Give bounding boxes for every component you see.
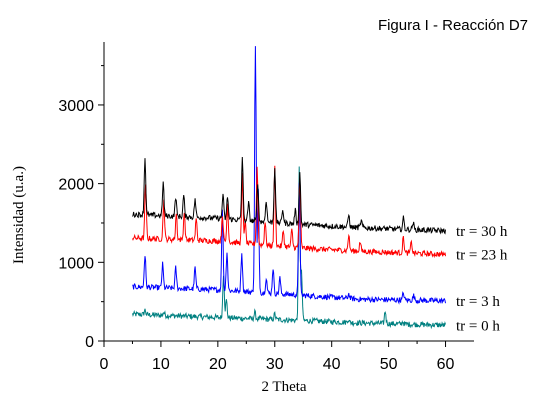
x-tick-label: 30 [266,356,284,373]
series-line-3 [132,156,446,235]
x-axis-label: 2 Theta [261,379,306,395]
series-label-3: tr = 30 h [456,224,508,240]
x-tick-label: 10 [152,356,170,373]
axes-layer: 0 10 20 30 40 50 60 0 1000 2000 3000 [58,42,474,373]
y-axis-label: Intensidad (u.a.) [11,166,27,264]
x-tick-label: 0 [100,356,109,373]
series-layer [132,46,446,330]
series-labels: tr = 0 h tr = 3 h tr = 23 h tr = 30 h [456,224,508,334]
y-tick-label: 2000 [58,177,94,194]
x-tick-label: 50 [380,356,398,373]
x-tick-label: 60 [437,356,455,373]
y-tick-label: 3000 [58,98,94,115]
y-tick-label: 0 [85,334,94,351]
series-label-2: tr = 23 h [456,247,508,263]
series-line-0 [132,166,446,330]
series-label-1: tr = 3 h [456,294,500,310]
x-tick-label: 20 [209,356,227,373]
y-tick-label: 1000 [58,255,94,272]
chart-title: Figura I - Reacción D7 [378,17,528,34]
series-line-1 [132,46,446,305]
series-line-2 [132,165,446,259]
series-label-0: tr = 0 h [456,318,500,334]
x-tick-label: 40 [323,356,341,373]
